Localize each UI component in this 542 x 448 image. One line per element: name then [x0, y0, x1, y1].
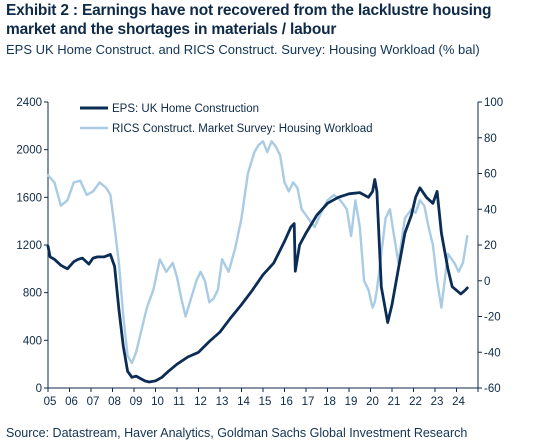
left-tick-label: 400 — [23, 335, 42, 347]
right-tick-label: -40 — [484, 347, 501, 359]
x-tick-label: 20 — [366, 396, 379, 408]
right-tick-label: 60 — [484, 169, 497, 181]
x-tick-label: 18 — [323, 396, 336, 408]
x-tick-label: 16 — [280, 396, 293, 408]
x-tick-label: 15 — [259, 396, 272, 408]
right-tick-label: 40 — [484, 204, 497, 216]
chart-title: Exhibit 2 : Earnings have not recovered … — [6, 2, 492, 38]
right-tick-label: 100 — [484, 97, 503, 109]
series-line-rics — [46, 140, 469, 365]
left-tick-label: 2000 — [16, 145, 42, 157]
x-tick-label: 11 — [173, 396, 185, 408]
right-tick-label: -20 — [484, 312, 501, 324]
x-tick-label: 23 — [431, 396, 444, 408]
left-tick-label: 1200 — [16, 240, 42, 252]
x-tick-label: 19 — [345, 396, 358, 408]
left-tick-label: 800 — [23, 288, 42, 300]
x-tick-label: 09 — [130, 396, 143, 408]
chart-lines — [46, 140, 469, 384]
x-tick-label: 22 — [409, 396, 422, 408]
series-line-eps — [46, 178, 469, 384]
x-tick-label: 13 — [216, 396, 229, 408]
chart-subtitle: EPS UK Home Construct. and RICS Construc… — [6, 42, 480, 57]
right-tick-label: 20 — [484, 240, 497, 252]
right-tick-label: -60 — [484, 383, 501, 395]
x-tick-label: 21 — [388, 396, 401, 408]
left-tick-label: 1600 — [16, 192, 42, 204]
x-tick-label: 05 — [44, 396, 57, 408]
legend-label-eps: EPS: UK Home Construction — [112, 103, 259, 115]
x-tick-label: 12 — [194, 396, 207, 408]
left-tick-label: 2400 — [16, 97, 42, 109]
chart-legend: EPS: UK Home Construction RICS Construct.… — [80, 103, 373, 135]
right-tick-label: 80 — [484, 133, 497, 145]
x-tick-label: 06 — [65, 396, 78, 408]
x-tick-label: 17 — [302, 396, 315, 408]
legend-label-rics: RICS Construct. Market Survey: Housing W… — [112, 123, 373, 135]
x-tick-label: 10 — [151, 396, 164, 408]
x-tick-label: 08 — [108, 396, 121, 408]
chart-axes: 0 400 800 1200 1600 2000 2400 -60 -40 -20 0 20 40 60 8… — [16, 97, 503, 408]
left-tick-label: 0 — [36, 383, 42, 395]
right-tick-label: 0 — [484, 276, 490, 288]
x-tick-label: 24 — [452, 396, 465, 408]
source-note: Source: Datastream, Haver Analytics, Gol… — [6, 426, 468, 440]
x-tick-label: 07 — [87, 396, 100, 408]
x-tick-label: 14 — [237, 396, 250, 408]
